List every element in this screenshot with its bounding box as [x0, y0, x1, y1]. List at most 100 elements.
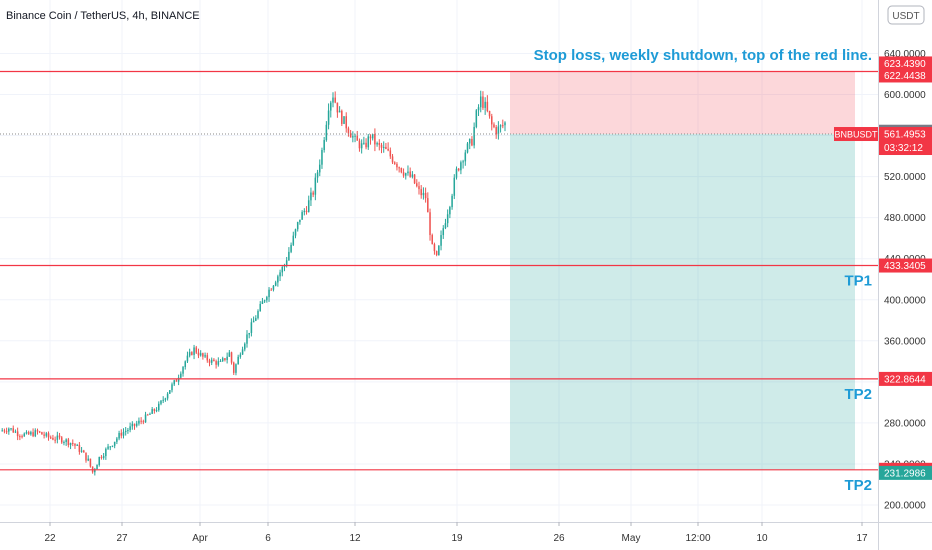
candle [296, 221, 299, 232]
candle [83, 449, 85, 453]
axis-price-label: 622.4438 [879, 68, 932, 83]
candle [113, 441, 116, 449]
candle-body [462, 161, 464, 163]
candle-body [490, 116, 493, 125]
candle-body [38, 431, 41, 433]
candle [438, 245, 440, 256]
candle [235, 363, 237, 376]
candle [374, 128, 376, 152]
candle-body [292, 235, 295, 245]
candle [349, 129, 352, 138]
candle-body [310, 192, 312, 201]
axis-price-label-bg [879, 258, 932, 273]
currency-badge[interactable]: USDT [887, 5, 925, 25]
candle [188, 348, 191, 358]
candle-body [446, 214, 449, 224]
axis-price-label-text: 623.4390 [884, 59, 926, 70]
candle [411, 171, 414, 179]
candle [464, 149, 467, 166]
candle [135, 420, 138, 428]
candle [475, 109, 478, 129]
candle [279, 269, 281, 282]
candle-body [431, 235, 433, 245]
candle [259, 301, 261, 312]
candle-body [47, 433, 50, 438]
candle-body [255, 318, 257, 321]
candle [221, 356, 224, 362]
candle-body [389, 150, 392, 157]
take-profit-zone [510, 134, 855, 470]
candle [387, 142, 389, 152]
candle-body [72, 442, 74, 444]
candle [504, 121, 506, 132]
current-price-tag: BNBUSDT 561.4953 03:32:12 [834, 127, 932, 156]
candle-body [149, 413, 151, 415]
candle [63, 440, 65, 446]
candle [58, 432, 61, 440]
candle [332, 92, 334, 108]
candle [270, 287, 273, 291]
horizontal-lines [0, 70, 878, 471]
candle [418, 181, 420, 195]
candle-body [188, 352, 191, 356]
x-tick-label: 17 [856, 533, 868, 544]
candle [206, 352, 209, 363]
candle-body [285, 260, 288, 266]
candle [316, 169, 319, 183]
candle [224, 357, 226, 362]
candle [226, 352, 228, 364]
candle [230, 351, 233, 365]
candle-body [345, 116, 347, 129]
axis-price-label-text: 433.3405 [884, 261, 926, 272]
candle-body [343, 116, 345, 124]
x-tick-label: 26 [553, 533, 565, 544]
candle-body [281, 266, 284, 273]
candle-body [266, 297, 268, 301]
candle [149, 412, 151, 415]
candle [131, 421, 134, 430]
candle [151, 406, 153, 414]
candle [490, 113, 493, 131]
candle-body [166, 393, 169, 399]
candle [27, 430, 30, 435]
candle-body [94, 469, 96, 473]
candle [186, 351, 189, 363]
y-tick-label: 600.0000 [884, 90, 926, 101]
candle [400, 167, 403, 174]
axis-price-label: 322.8644 [879, 371, 932, 386]
candle [213, 358, 215, 362]
candle [78, 442, 81, 455]
candle-body [380, 144, 383, 148]
candle [310, 187, 312, 207]
candle [177, 374, 180, 386]
candle-body [299, 219, 301, 223]
candle [407, 165, 409, 176]
candle-body [268, 289, 270, 298]
candle-body [257, 311, 259, 319]
x-axis-area[interactable] [0, 522, 878, 550]
candles [1, 90, 506, 476]
candle [460, 160, 462, 175]
candle [305, 206, 308, 215]
stop-loss-zone [510, 71, 855, 135]
candle [19, 434, 21, 441]
chart-title: Binance Coin / TetherUS, 4h, BINANCE [6, 10, 200, 22]
candle-body [404, 173, 407, 176]
candle [380, 142, 383, 154]
candle [228, 350, 231, 357]
candle [488, 110, 491, 119]
candle-body [484, 101, 486, 108]
candle [144, 411, 147, 423]
candle [261, 297, 264, 305]
candle [12, 425, 15, 433]
x-axis-ticks: 22 27 Apr 6 12 19 26 May 12:00 10 17 [44, 522, 868, 544]
candle [477, 104, 480, 117]
candle [85, 452, 87, 463]
candle [402, 168, 405, 178]
candle [292, 231, 295, 247]
candle-body [407, 171, 409, 174]
candle [325, 121, 328, 142]
candle-body [206, 355, 209, 361]
x-tick-label: 19 [451, 533, 463, 544]
